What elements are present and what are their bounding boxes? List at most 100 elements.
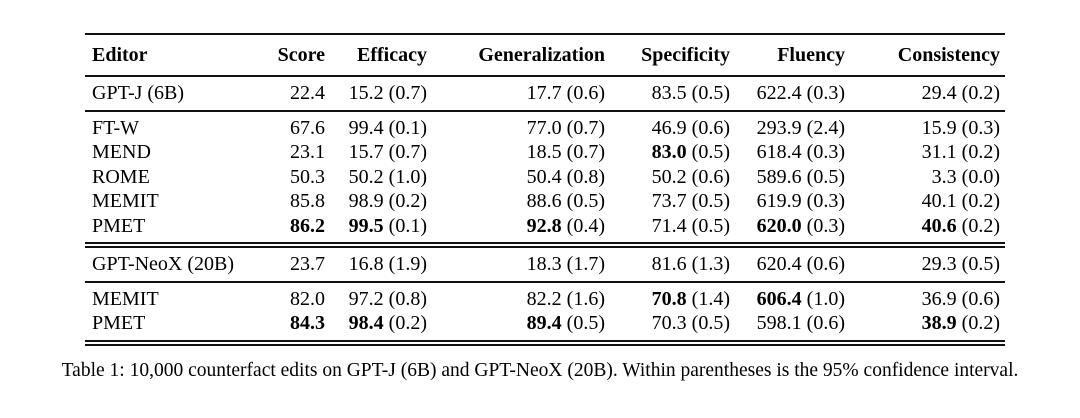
metric-value: 15.9	[921, 116, 957, 139]
metric-value: 18.3	[526, 253, 562, 275]
value-cell: 50.2 (0.6)	[605, 165, 730, 190]
confidence-interval: (1.9)	[383, 253, 427, 275]
confidence-interval: (0.5)	[801, 165, 845, 188]
value-cell: 598.1 (0.6)	[730, 311, 845, 343]
metric-value: 77.0	[526, 116, 562, 139]
metric-value: 70.8	[651, 287, 687, 310]
value-cell: 31.1 (0.2)	[845, 140, 1005, 165]
table-row: GPT-J (6B) 22.4 15.2 (0.7) 17.7 (0.6) 83.5 (…	[85, 76, 1005, 111]
metric-value: 598.1	[756, 312, 802, 334]
confidence-interval: (0.7)	[561, 116, 605, 139]
value-cell: 46.9 (0.6)	[605, 111, 730, 141]
confidence-interval: (1.7)	[561, 253, 605, 275]
table-row: ROME 50.3 50.2 (1.0) 50.4 (0.8) 50.2 (0.6) 58…	[85, 165, 1005, 190]
editor-cell: MEMIT	[92, 287, 159, 310]
confidence-interval: (0.5)	[686, 190, 730, 212]
metric-value: 23.7	[290, 253, 325, 275]
confidence-interval: (0.6)	[686, 165, 730, 188]
value-cell: 89.4 (0.5)	[427, 311, 605, 343]
col-header-editor: Editor	[92, 44, 148, 66]
confidence-interval: (0.2)	[956, 312, 1000, 334]
value-cell: 38.9 (0.2)	[845, 311, 1005, 343]
col-header-consistency: Consistency	[897, 44, 1000, 66]
metric-value: 89.4	[526, 312, 562, 334]
confidence-interval: (0.3)	[801, 82, 845, 104]
value-cell: 83.0 (0.5)	[605, 140, 730, 165]
confidence-interval: (0.5)	[561, 312, 605, 334]
metric-value: 73.7	[651, 190, 687, 212]
value-cell: 15.2 (0.7)	[325, 76, 427, 111]
metric-value: 17.7	[526, 82, 562, 104]
confidence-interval: (0.3)	[801, 190, 845, 212]
confidence-interval: (0.5)	[686, 141, 730, 163]
metric-value: 15.2	[348, 82, 384, 104]
value-cell: 99.4 (0.1)	[325, 111, 427, 141]
confidence-interval: (0.6)	[956, 287, 1000, 310]
metric-value: 92.8	[526, 214, 562, 237]
value-cell: 50.3	[250, 165, 325, 190]
confidence-interval: (0.0)	[956, 165, 1000, 188]
metric-value: 29.4	[921, 82, 957, 104]
metric-value: 50.4	[526, 165, 562, 188]
value-cell: 40.1 (0.2)	[845, 189, 1005, 214]
value-cell: 98.9 (0.2)	[325, 189, 427, 214]
value-cell: 50.2 (1.0)	[325, 165, 427, 190]
value-cell: 85.8	[250, 189, 325, 214]
col-header-efficacy: Efficacy	[357, 44, 427, 66]
confidence-interval: (0.2)	[956, 141, 1000, 163]
metric-value: 15.7	[348, 141, 384, 163]
confidence-interval: (0.5)	[686, 82, 730, 104]
value-cell: 82.2 (1.6)	[427, 282, 605, 312]
confidence-interval: (0.6)	[801, 312, 845, 334]
table-row: FT-W 67.6 99.4 (0.1) 77.0 (0.7) 46.9 (0.6) 29…	[85, 111, 1005, 141]
metric-value: 88.6	[526, 190, 562, 212]
confidence-interval: (0.5)	[686, 214, 730, 237]
confidence-interval: (0.5)	[561, 190, 605, 212]
value-cell: 22.4	[250, 76, 325, 111]
confidence-interval: (0.7)	[561, 141, 605, 163]
value-cell: 70.8 (1.4)	[605, 282, 730, 312]
value-cell: 15.7 (0.7)	[325, 140, 427, 165]
col-header-specificity: Specificity	[641, 44, 730, 66]
value-cell: 99.5 (0.1)	[325, 214, 427, 246]
value-cell: 36.9 (0.6)	[845, 282, 1005, 312]
table-row: MEMIT 82.0 97.2 (0.8) 82.2 (1.6) 70.8 (1.4) 6…	[85, 282, 1005, 312]
section-gpt-j-editors: FT-W 67.6 99.4 (0.1) 77.0 (0.7) 46.9 (0.6) 29…	[85, 111, 1005, 246]
metric-value: 618.4	[756, 141, 802, 163]
value-cell: 88.6 (0.5)	[427, 189, 605, 214]
confidence-interval: (0.5)	[686, 312, 730, 334]
value-cell: 70.3 (0.5)	[605, 311, 730, 343]
value-cell: 77.0 (0.7)	[427, 111, 605, 141]
editor-cell: GPT-NeoX (20B)	[92, 253, 235, 275]
editor-cell: ROME	[92, 165, 150, 188]
confidence-interval: (0.2)	[383, 190, 427, 212]
metric-value: 70.3	[651, 312, 687, 334]
metric-value: 23.1	[290, 141, 325, 163]
metric-value: 98.4	[348, 312, 384, 334]
value-cell: 92.8 (0.4)	[427, 214, 605, 246]
value-cell: 71.4 (0.5)	[605, 214, 730, 246]
table-caption: Table 1: 10,000 counterfact edits on GPT…	[61, 359, 1019, 381]
confidence-interval: (0.8)	[561, 165, 605, 188]
section-gpt-neox-editors: MEMIT 82.0 97.2 (0.8) 82.2 (1.6) 70.8 (1.4) 6…	[85, 282, 1005, 343]
confidence-interval: (0.2)	[956, 82, 1000, 104]
metric-value: 589.6	[756, 165, 802, 188]
confidence-interval: (0.3)	[801, 141, 845, 163]
metric-value: 620.0	[756, 214, 802, 237]
metric-value: 22.4	[290, 82, 325, 104]
metric-value: 71.4	[651, 214, 687, 237]
value-cell: 619.9 (0.3)	[730, 189, 845, 214]
metric-value: 36.9	[921, 287, 957, 310]
col-header-fluency: Fluency	[777, 44, 845, 66]
confidence-interval: (1.0)	[383, 165, 427, 188]
value-cell: 23.7	[250, 245, 325, 282]
metric-value: 97.2	[348, 287, 384, 310]
header-row: Editor Score Efficacy Generalization Specifi…	[85, 34, 1005, 76]
value-cell: 16.8 (1.9)	[325, 245, 427, 282]
value-cell: 618.4 (0.3)	[730, 140, 845, 165]
value-cell: 73.7 (0.5)	[605, 189, 730, 214]
metric-value: 82.2	[526, 287, 562, 310]
editor-cell: MEND	[92, 141, 151, 163]
value-cell: 83.5 (0.5)	[605, 76, 730, 111]
metric-value: 98.9	[348, 190, 384, 212]
